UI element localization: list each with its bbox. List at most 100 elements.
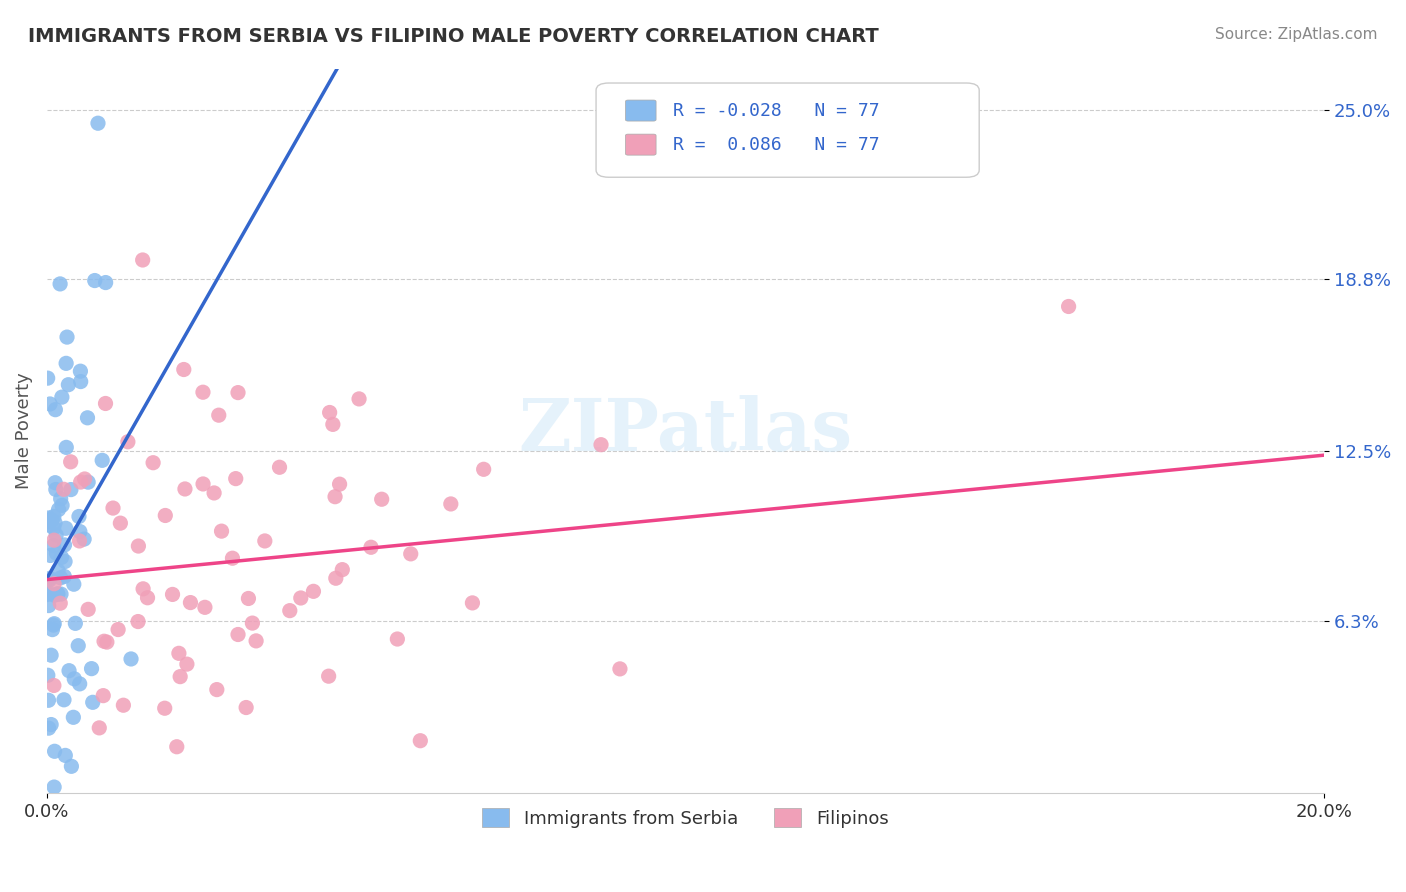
- Point: [360, 541, 382, 555]
- Point: [39, 549, 62, 563]
- Point: [330, 563, 353, 577]
- Point: [176, 657, 198, 672]
- Point: [51, 390, 73, 404]
- Point: [136, 591, 159, 605]
- Point: [440, 497, 463, 511]
- Point: [80, 662, 103, 676]
- Point: [65, 616, 87, 631]
- Point: [191, 477, 214, 491]
- Point: [53, 748, 76, 763]
- Point: [56, 330, 79, 344]
- FancyBboxPatch shape: [596, 83, 979, 178]
- Point: [58, 377, 80, 392]
- Point: [278, 604, 301, 618]
- Point: [329, 477, 352, 491]
- Point: [290, 591, 312, 605]
- Point: [63, 672, 86, 686]
- Point: [46, 587, 69, 601]
- Point: [77, 602, 100, 616]
- Point: [38, 574, 60, 588]
- Point: [472, 462, 495, 476]
- Point: [1057, 300, 1080, 314]
- Point: [62, 577, 84, 591]
- Point: [399, 547, 422, 561]
- Point: [179, 596, 201, 610]
- Point: [49, 277, 72, 291]
- Point: [53, 693, 76, 707]
- Point: [117, 434, 139, 449]
- Point: [409, 733, 432, 747]
- Point: [45, 528, 67, 542]
- Point: [609, 662, 631, 676]
- Point: [60, 759, 83, 773]
- Point: [76, 410, 98, 425]
- Point: [44, 588, 66, 602]
- Point: [323, 490, 346, 504]
- Point: [208, 408, 231, 422]
- Point: [41, 513, 63, 527]
- Point: [127, 539, 149, 553]
- Point: [45, 483, 67, 497]
- Point: [44, 616, 66, 631]
- Point: [89, 721, 111, 735]
- Point: [55, 521, 77, 535]
- Point: [44, 516, 66, 530]
- Point: [82, 695, 104, 709]
- Y-axis label: Male Poverty: Male Poverty: [15, 373, 32, 490]
- Point: [35, 588, 58, 602]
- Point: [53, 569, 76, 583]
- Point: [39, 717, 62, 731]
- FancyBboxPatch shape: [626, 100, 657, 121]
- Point: [37, 693, 59, 707]
- Point: [318, 669, 340, 683]
- Point: [461, 796, 484, 810]
- Point: [42, 678, 65, 692]
- Point: [347, 392, 370, 406]
- Point: [59, 483, 82, 497]
- Point: [67, 509, 90, 524]
- Point: [169, 670, 191, 684]
- Point: [37, 518, 59, 533]
- Point: [173, 362, 195, 376]
- Point: [41, 623, 63, 637]
- Point: [589, 438, 612, 452]
- Point: [69, 533, 91, 548]
- Point: [37, 586, 59, 600]
- Point: [37, 371, 59, 385]
- Point: [62, 710, 84, 724]
- Point: [37, 515, 59, 529]
- Point: [69, 375, 91, 389]
- Point: [370, 492, 392, 507]
- Text: R = -0.028   N = 77: R = -0.028 N = 77: [672, 102, 879, 120]
- Point: [59, 455, 82, 469]
- Point: [238, 591, 260, 606]
- Point: [226, 627, 249, 641]
- Point: [69, 475, 91, 489]
- Point: [69, 364, 91, 378]
- Point: [322, 417, 344, 432]
- Point: [142, 456, 165, 470]
- Point: [55, 441, 77, 455]
- Point: [38, 721, 60, 735]
- Point: [39, 648, 62, 663]
- Point: [225, 472, 247, 486]
- Point: [46, 564, 69, 578]
- Point: [49, 491, 72, 506]
- Point: [271, 808, 294, 822]
- Point: [42, 618, 65, 632]
- Point: [101, 501, 124, 516]
- Text: IMMIGRANTS FROM SERBIA VS FILIPINO MALE POVERTY CORRELATION CHART: IMMIGRANTS FROM SERBIA VS FILIPINO MALE …: [28, 27, 879, 45]
- Point: [96, 635, 118, 649]
- Point: [39, 513, 62, 527]
- Point: [42, 509, 65, 524]
- Point: [194, 600, 217, 615]
- Point: [45, 546, 67, 560]
- Point: [269, 460, 291, 475]
- Point: [94, 276, 117, 290]
- Point: [38, 599, 60, 613]
- Point: [132, 582, 155, 596]
- Point: [127, 615, 149, 629]
- Point: [253, 533, 276, 548]
- Point: [77, 475, 100, 490]
- Point: [167, 646, 190, 660]
